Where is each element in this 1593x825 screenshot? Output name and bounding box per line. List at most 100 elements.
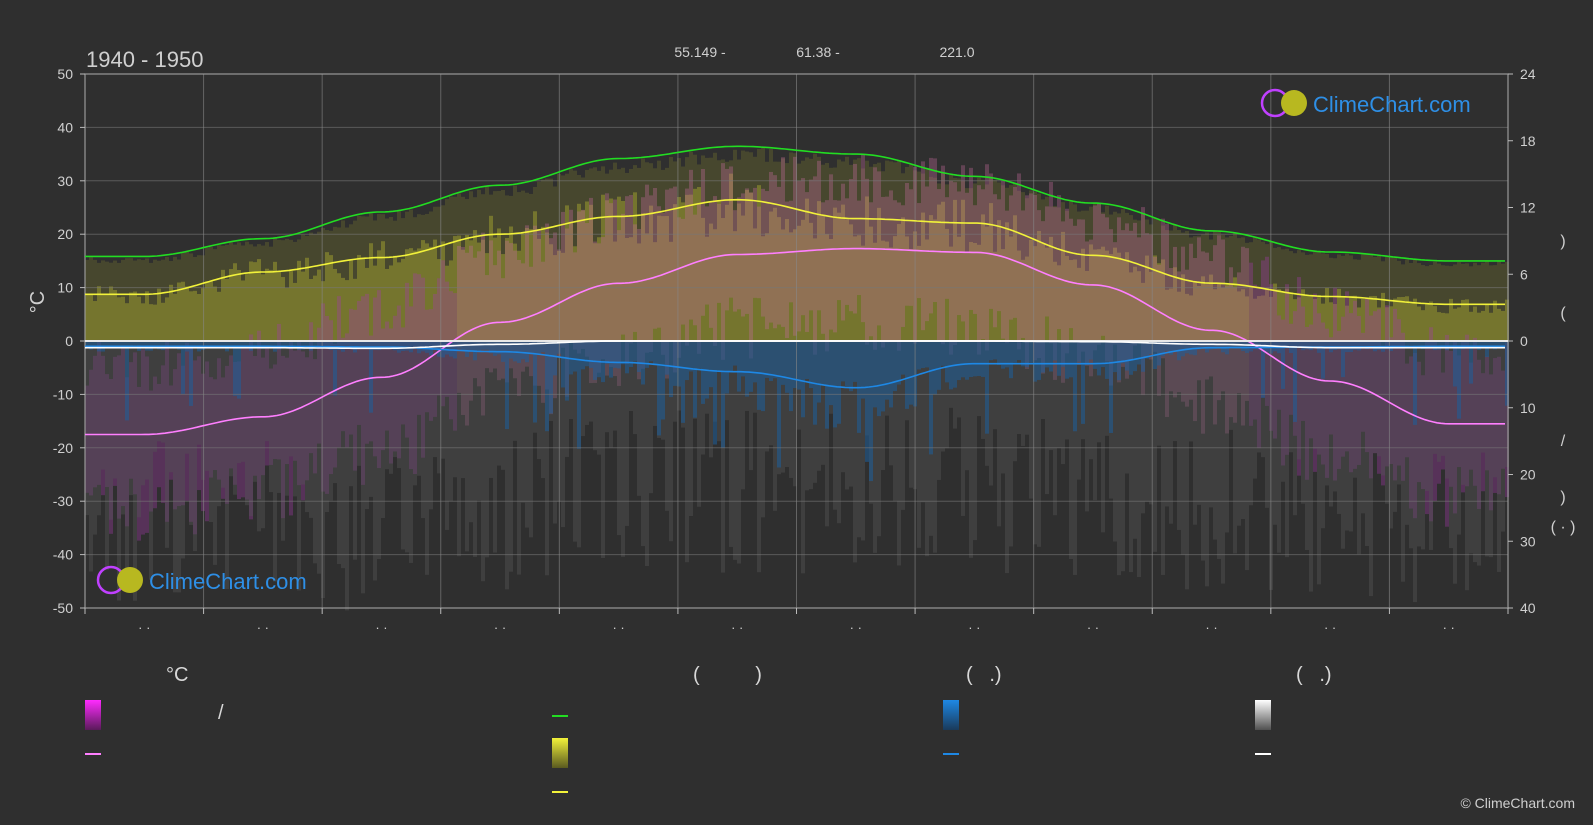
precipitation-bar [1057, 341, 1061, 376]
temperature-range-bar [97, 339, 101, 485]
precipitation-bar [125, 341, 129, 421]
temperature-range-bar [1277, 315, 1281, 410]
temperature-range-bar [609, 203, 613, 368]
snow-bar [321, 341, 325, 599]
temperature-range-bar [753, 187, 757, 298]
temperature-range-bar [173, 369, 177, 510]
sunshine-bar [1025, 256, 1029, 341]
sunshine-bar [513, 243, 517, 341]
sunshine-bar [469, 240, 473, 341]
precipitation-bar [1033, 341, 1037, 382]
temperature-range-bar [1397, 319, 1401, 466]
sunshine-bar [1017, 250, 1021, 341]
snow-bar [293, 341, 297, 497]
snow-bar [1353, 341, 1357, 478]
sunshine-bar [377, 250, 381, 341]
snow-bar [669, 341, 673, 542]
precipitation-bar [945, 341, 949, 383]
latitude-label: 55.149 - [674, 44, 726, 60]
snow-bar [1333, 341, 1337, 492]
temperature-range-bar [501, 278, 505, 379]
snow-bar [977, 341, 981, 417]
temperature-range-bar [773, 175, 777, 329]
temperature-range-bar [1153, 256, 1157, 352]
snow-bar [1293, 341, 1297, 516]
sunshine-bar [309, 279, 313, 341]
left-axis-tick-label: -30 [53, 493, 73, 509]
sunshine-bar [849, 224, 853, 341]
precipitation-bar [805, 341, 809, 380]
precipitation-bar [781, 341, 785, 385]
temperature-range-bar [149, 390, 153, 512]
precipitation-bar [597, 341, 601, 378]
sunshine-bar [877, 207, 881, 341]
temperature-range-bar [581, 209, 585, 349]
precipitation-bar [1449, 341, 1453, 348]
temperature-range-bar [597, 243, 601, 373]
sunshine-bar [1081, 248, 1085, 341]
sunshine-bar [1293, 299, 1297, 341]
temperature-range-bar [309, 322, 313, 454]
sunshine-bar [209, 281, 213, 341]
precipitation-bar [689, 341, 693, 372]
x-axis-tick-label: · · [257, 620, 269, 635]
snow-bar [1325, 341, 1329, 486]
sunshine-bar [1069, 260, 1073, 341]
daylight-bar [1489, 265, 1493, 341]
sunshine-bar [537, 238, 541, 341]
precipitation-bar [93, 341, 97, 349]
snow-bar [697, 341, 701, 507]
precipitation-bar [1157, 341, 1161, 366]
precipitation-bar [853, 341, 857, 382]
sunshine-bar [1237, 291, 1241, 341]
precipitation-bar [1197, 341, 1201, 350]
daylight-bar [1293, 253, 1297, 341]
sunshine-bar [341, 277, 345, 341]
sunshine-bar [549, 244, 553, 341]
x-axis-tick-label: · · [1443, 620, 1455, 635]
snow-bar [1397, 341, 1401, 485]
snow-bar [305, 341, 309, 513]
temperature-range-bar [1361, 332, 1365, 432]
sunshine-bar [1161, 259, 1165, 341]
snow-bar [477, 341, 481, 501]
period-title: 1940 - 1950 [86, 47, 203, 72]
sunshine-bar [1309, 294, 1313, 341]
sunshine-bar [1353, 295, 1357, 341]
sunshine-bar [321, 281, 325, 341]
precipitation-bar [1337, 341, 1341, 350]
temperature-range-bar [493, 265, 497, 369]
precipitation-bar [605, 341, 609, 364]
snow-bar [1129, 341, 1133, 573]
precipitation-bar [533, 341, 537, 423]
snow-bar [97, 341, 101, 516]
sunshine-bar [449, 260, 453, 341]
snow-bar [1337, 341, 1341, 514]
precipitation-bar [133, 341, 137, 346]
temperature-range-bar [553, 232, 557, 399]
precipitation-bar [981, 341, 985, 377]
sunshine-bar [229, 269, 233, 341]
temperature-range-bar [197, 356, 201, 491]
snow-bar [169, 341, 173, 473]
temperature-range-bar [833, 200, 837, 333]
sunshine-bar [1065, 255, 1069, 341]
snow-bar [217, 341, 221, 507]
sunshine-bar [1129, 272, 1133, 341]
precipitation-bar [925, 341, 929, 368]
temperature-range-bar [981, 189, 985, 340]
temperature-range-bar [1137, 237, 1141, 343]
snow-bar [617, 341, 621, 536]
precipitation-bar [309, 341, 313, 351]
temperature-range-bar [725, 168, 729, 311]
daylight-bar [1165, 230, 1169, 341]
snow-bar [629, 341, 633, 412]
snow-bar [349, 341, 353, 487]
snow-bar [161, 341, 165, 443]
snow-bar [1153, 341, 1157, 552]
snow-bar [581, 341, 585, 437]
temperature-range-bar [1025, 195, 1029, 369]
temperature-range-bar [797, 180, 801, 332]
precipitation-bar [1129, 341, 1133, 375]
